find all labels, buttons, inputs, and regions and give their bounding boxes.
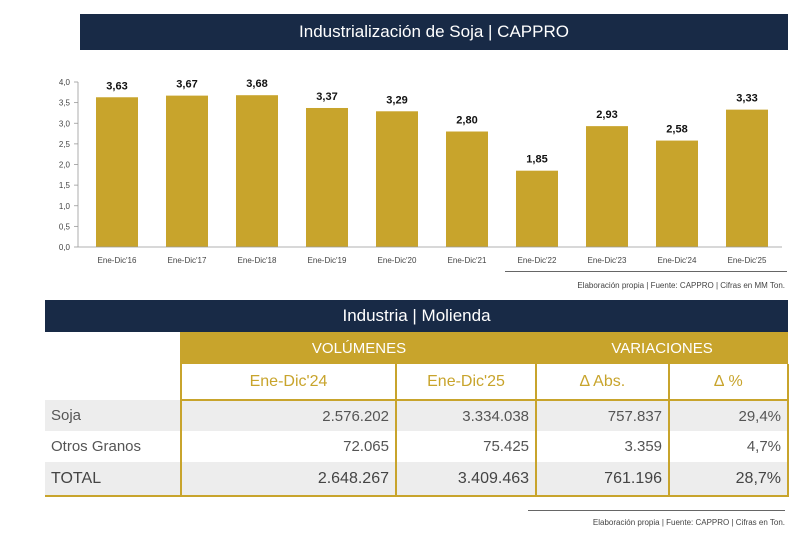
x-tick-label: Ene-Dic'19 [308, 256, 347, 265]
bar [306, 107, 348, 247]
cell-abs: 3.359 [536, 431, 671, 462]
y-tick-label: 4,0 [59, 78, 71, 87]
row-label: TOTAL [45, 462, 181, 497]
column-header-row: Ene-Dic'24 Ene-Dic'25 ∆ Abs. ∆ % [45, 364, 790, 401]
x-tick-label: Ene-Dic'25 [728, 256, 767, 265]
x-tick-label: Ene-Dic'22 [518, 256, 557, 265]
x-tick-label: Ene-Dic'24 [658, 256, 697, 265]
y-tick-label: 2,5 [59, 140, 71, 149]
bar [656, 140, 698, 247]
x-tick-label: Ene-Dic'16 [98, 256, 137, 265]
bar [96, 97, 138, 247]
x-tick-label: Ene-Dic'23 [588, 256, 627, 265]
bar-value-label: 3,37 [316, 91, 337, 103]
x-axis: Ene-Dic'16 Ene-Dic'17 Ene-Dic'18 Ene-Dic'19… [78, 246, 782, 265]
cell-2025: 3.409.463 [396, 462, 538, 497]
row-label: Soja [45, 400, 181, 431]
molienda-table: VOLÚMENES VARIACIONES Ene-Dic'24 Ene-Dic… [45, 332, 790, 497]
x-tick-label: Ene-Dic'21 [448, 256, 487, 265]
cell-2024: 2.576.202 [180, 400, 397, 431]
y-tick-label: 2,0 [59, 161, 71, 170]
y-axis: 0,0 0,5 1,0 1,5 2,0 2,5 3,0 3,5 4,0 [59, 78, 79, 252]
bar-value-label: 1,85 [526, 154, 547, 166]
bar [446, 131, 488, 247]
cell-pct: 4,7% [669, 431, 790, 462]
table-source-rule [528, 510, 785, 511]
cell-abs: 761.196 [536, 462, 671, 497]
bar-value-label: 3,33 [736, 93, 757, 105]
col-header-abs: ∆ Abs. [536, 364, 671, 401]
table-row-total: TOTAL 2.648.267 3.409.463 761.196 28,7% [45, 462, 790, 497]
col-header-2025: Ene-Dic'25 [396, 364, 538, 401]
group-header-row: VOLÚMENES VARIACIONES [45, 332, 789, 364]
bars-group: 3,63 3,67 3,68 3,37 3,29 2,80 1,85 2,93 2,58 3,33 [96, 78, 768, 247]
col-header-pct: ∆ % [669, 364, 790, 401]
bar-value-label: 3,63 [106, 80, 127, 92]
chart-title-banner: Industrialización de Soja | CAPPRO [80, 14, 788, 50]
bar-value-label: 3,67 [176, 79, 197, 91]
bar [166, 95, 208, 247]
table-title-banner: Industria | Molienda [45, 300, 788, 332]
bar [586, 126, 628, 247]
header-corner-2 [45, 364, 182, 400]
chart-source-rule [505, 271, 787, 272]
bar-value-label: 3,29 [386, 94, 407, 106]
y-tick-label: 1,5 [59, 181, 71, 190]
bar-value-label: 2,93 [596, 109, 617, 121]
table-row-otros: Otros Granos 72.065 75.425 3.359 4,7% [45, 431, 790, 462]
cell-2024: 72.065 [180, 431, 397, 462]
variations-group-header: VARIACIONES [536, 332, 789, 364]
y-tick-label: 0,0 [59, 243, 71, 252]
bar-value-label: 2,58 [666, 124, 687, 136]
y-tick-label: 3,0 [59, 119, 71, 128]
y-tick-label: 3,5 [59, 99, 71, 108]
bar-value-label: 2,80 [456, 115, 477, 127]
bar-value-label: 3,68 [246, 78, 267, 90]
cell-abs: 757.837 [536, 400, 671, 431]
x-tick-label: Ene-Dic'17 [168, 256, 207, 265]
bar [376, 111, 418, 247]
volumes-group-header: VOLÚMENES [181, 332, 537, 364]
header-corner [45, 332, 182, 364]
bar [516, 170, 558, 247]
row-label: Otros Granos [51, 438, 142, 455]
x-tick-label: Ene-Dic'18 [238, 256, 277, 265]
bar-chart: 0,0 0,5 1,0 1,5 2,0 2,5 3,0 3,5 4,0 3,63 3,67 3,68… [59, 78, 782, 265]
cell-2025: 3.334.038 [396, 400, 538, 431]
table-row-soja: Soja 2.576.202 3.334.038 757.837 29,4% [45, 400, 790, 431]
cell-pct: 29,4% [669, 400, 790, 431]
cell-2025: 75.425 [396, 431, 538, 462]
chart-source-note: Elaboración propia | Fuente: CAPPRO | Ci… [577, 281, 785, 290]
y-tick-label: 1,0 [59, 202, 71, 211]
x-tick-label: Ene-Dic'20 [378, 256, 417, 265]
chart-title: Industrialización de Soja | CAPPRO [299, 22, 569, 41]
cell-2024: 2.648.267 [180, 462, 397, 497]
table-source-note: Elaboración propia | Fuente: CAPPRO | Ci… [592, 518, 785, 527]
y-tick-label: 0,5 [59, 222, 71, 231]
bar [726, 109, 768, 247]
bar [236, 95, 278, 247]
table-title: Industria | Molienda [342, 306, 491, 325]
cell-pct: 28,7% [669, 462, 790, 497]
col-header-2024: Ene-Dic'24 [180, 364, 397, 401]
